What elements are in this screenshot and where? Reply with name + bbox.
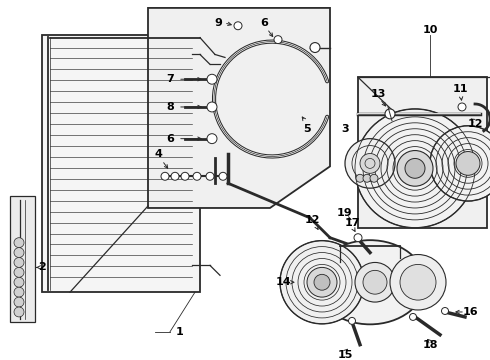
Text: 7: 7: [166, 74, 174, 84]
Circle shape: [193, 172, 201, 180]
Circle shape: [307, 267, 337, 297]
Circle shape: [400, 265, 436, 300]
Circle shape: [397, 150, 433, 186]
Text: 12: 12: [467, 119, 483, 129]
Circle shape: [363, 174, 371, 182]
Circle shape: [370, 174, 378, 182]
Text: 19: 19: [336, 208, 352, 218]
Text: 17: 17: [344, 218, 360, 228]
Circle shape: [181, 172, 189, 180]
Polygon shape: [10, 196, 35, 322]
Text: 9: 9: [214, 18, 222, 28]
Circle shape: [360, 153, 380, 173]
Circle shape: [14, 238, 24, 248]
Text: 11: 11: [452, 84, 468, 94]
Text: 16: 16: [462, 307, 478, 317]
Circle shape: [345, 139, 395, 188]
Text: 6: 6: [166, 134, 174, 144]
Text: 12: 12: [304, 215, 320, 225]
Text: 3: 3: [341, 124, 349, 134]
Circle shape: [385, 109, 395, 119]
Circle shape: [171, 172, 179, 180]
Circle shape: [14, 257, 24, 267]
Text: 6: 6: [260, 18, 268, 28]
Text: 2: 2: [38, 262, 46, 273]
Circle shape: [355, 262, 395, 302]
Circle shape: [14, 297, 24, 307]
Text: 10: 10: [422, 25, 438, 35]
Text: 4: 4: [154, 149, 162, 158]
Text: 18: 18: [422, 339, 438, 350]
Text: 1: 1: [176, 327, 184, 337]
Text: 15: 15: [337, 350, 353, 360]
Circle shape: [207, 134, 217, 144]
Circle shape: [219, 172, 227, 180]
Text: 13: 13: [370, 89, 386, 99]
Polygon shape: [42, 35, 200, 292]
Circle shape: [274, 36, 282, 44]
Text: 14: 14: [275, 277, 291, 287]
Circle shape: [161, 172, 169, 180]
Circle shape: [441, 307, 448, 314]
Circle shape: [456, 152, 480, 175]
Circle shape: [410, 314, 416, 320]
Circle shape: [354, 234, 362, 242]
Circle shape: [390, 255, 446, 310]
Circle shape: [14, 267, 24, 277]
Circle shape: [314, 274, 330, 290]
Text: 8: 8: [166, 102, 174, 112]
Circle shape: [207, 74, 217, 84]
Circle shape: [280, 241, 364, 324]
Polygon shape: [358, 77, 487, 228]
Circle shape: [14, 287, 24, 297]
Circle shape: [363, 270, 387, 294]
Circle shape: [355, 109, 475, 228]
Circle shape: [14, 277, 24, 287]
Circle shape: [206, 172, 214, 180]
Circle shape: [405, 158, 425, 178]
Circle shape: [14, 307, 24, 317]
Polygon shape: [148, 8, 330, 208]
Circle shape: [207, 102, 217, 112]
Ellipse shape: [315, 240, 425, 324]
Circle shape: [14, 248, 24, 257]
Circle shape: [348, 318, 356, 324]
Circle shape: [310, 42, 320, 53]
Text: 5: 5: [303, 124, 311, 134]
Circle shape: [234, 22, 242, 30]
Circle shape: [356, 174, 364, 182]
Circle shape: [430, 126, 490, 201]
Circle shape: [458, 103, 466, 111]
